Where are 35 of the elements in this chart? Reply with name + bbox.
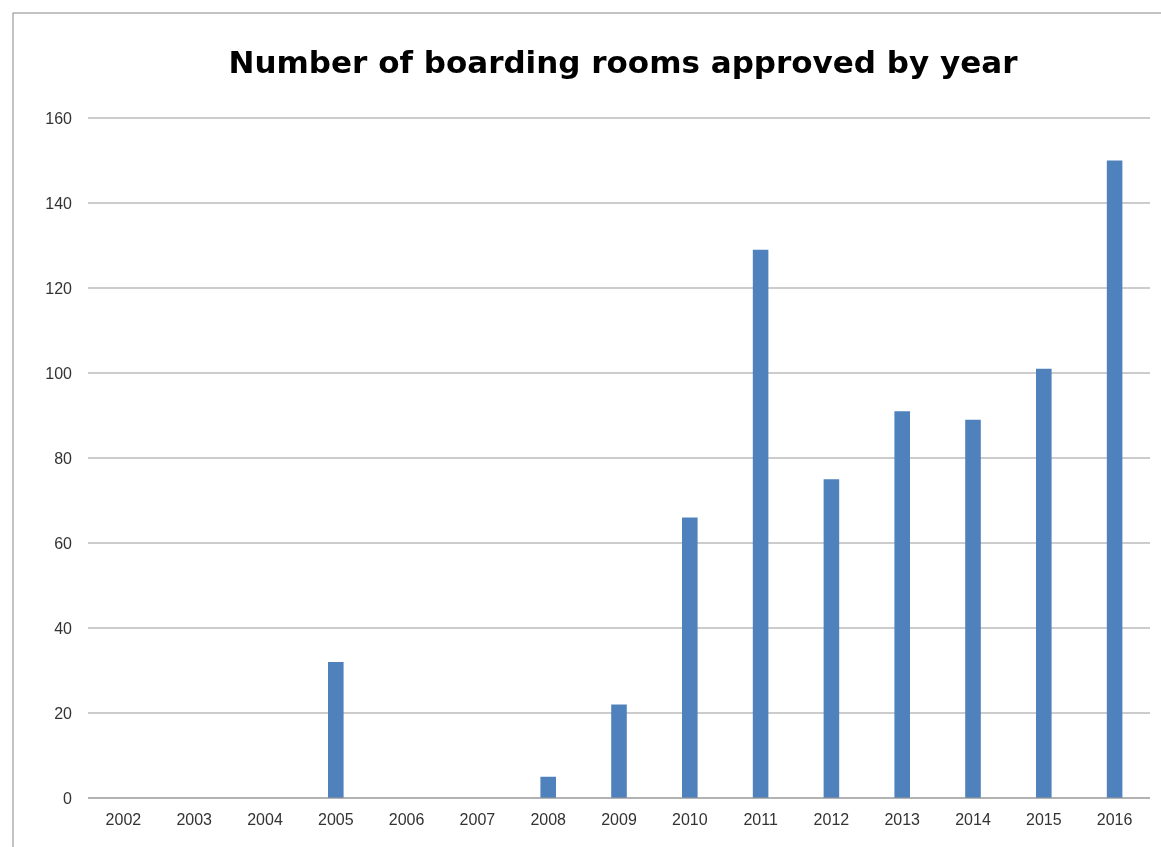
y-tick-label: 20 — [54, 704, 73, 722]
x-tick-label: 2015 — [1026, 811, 1062, 828]
x-tick-label: 2008 — [530, 811, 567, 828]
x-tick-label: 2006 — [388, 811, 425, 828]
chart-title: Number of boarding rooms approved by year — [228, 44, 1019, 80]
x-tick-label: 2012 — [813, 811, 850, 828]
x-tick-label: 2002 — [105, 811, 142, 828]
y-tick-label: 100 — [45, 364, 73, 382]
y-tick-label: 60 — [54, 534, 73, 552]
x-tick-label: 2005 — [318, 811, 354, 828]
x-tick-label: 2003 — [176, 811, 213, 828]
x-tick-label: 2004 — [247, 811, 283, 828]
bar — [540, 776, 556, 798]
bar — [611, 704, 627, 798]
x-tick-label: 2014 — [955, 811, 991, 828]
bar — [752, 249, 769, 798]
y-tick-label: 120 — [45, 279, 73, 297]
bar — [682, 517, 698, 798]
x-tick-label: 2013 — [884, 811, 921, 828]
x-tick-label: 2007 — [459, 811, 496, 828]
x-tick-label: 2016 — [1096, 811, 1133, 828]
bar — [328, 662, 344, 798]
y-tick-label: 80 — [54, 449, 73, 467]
y-tick-label: 140 — [45, 194, 73, 212]
bar — [965, 419, 981, 798]
x-tick-label: 2009 — [601, 811, 637, 828]
x-tick-label: 2011 — [743, 811, 778, 828]
bar — [1036, 368, 1052, 798]
bar — [894, 411, 910, 798]
bar — [823, 479, 840, 798]
x-tick-label: 2010 — [672, 811, 708, 828]
y-tick-label: 0 — [63, 789, 73, 807]
y-tick-label: 160 — [45, 109, 73, 127]
y-tick-label: 40 — [54, 619, 73, 637]
bar — [1106, 160, 1123, 798]
